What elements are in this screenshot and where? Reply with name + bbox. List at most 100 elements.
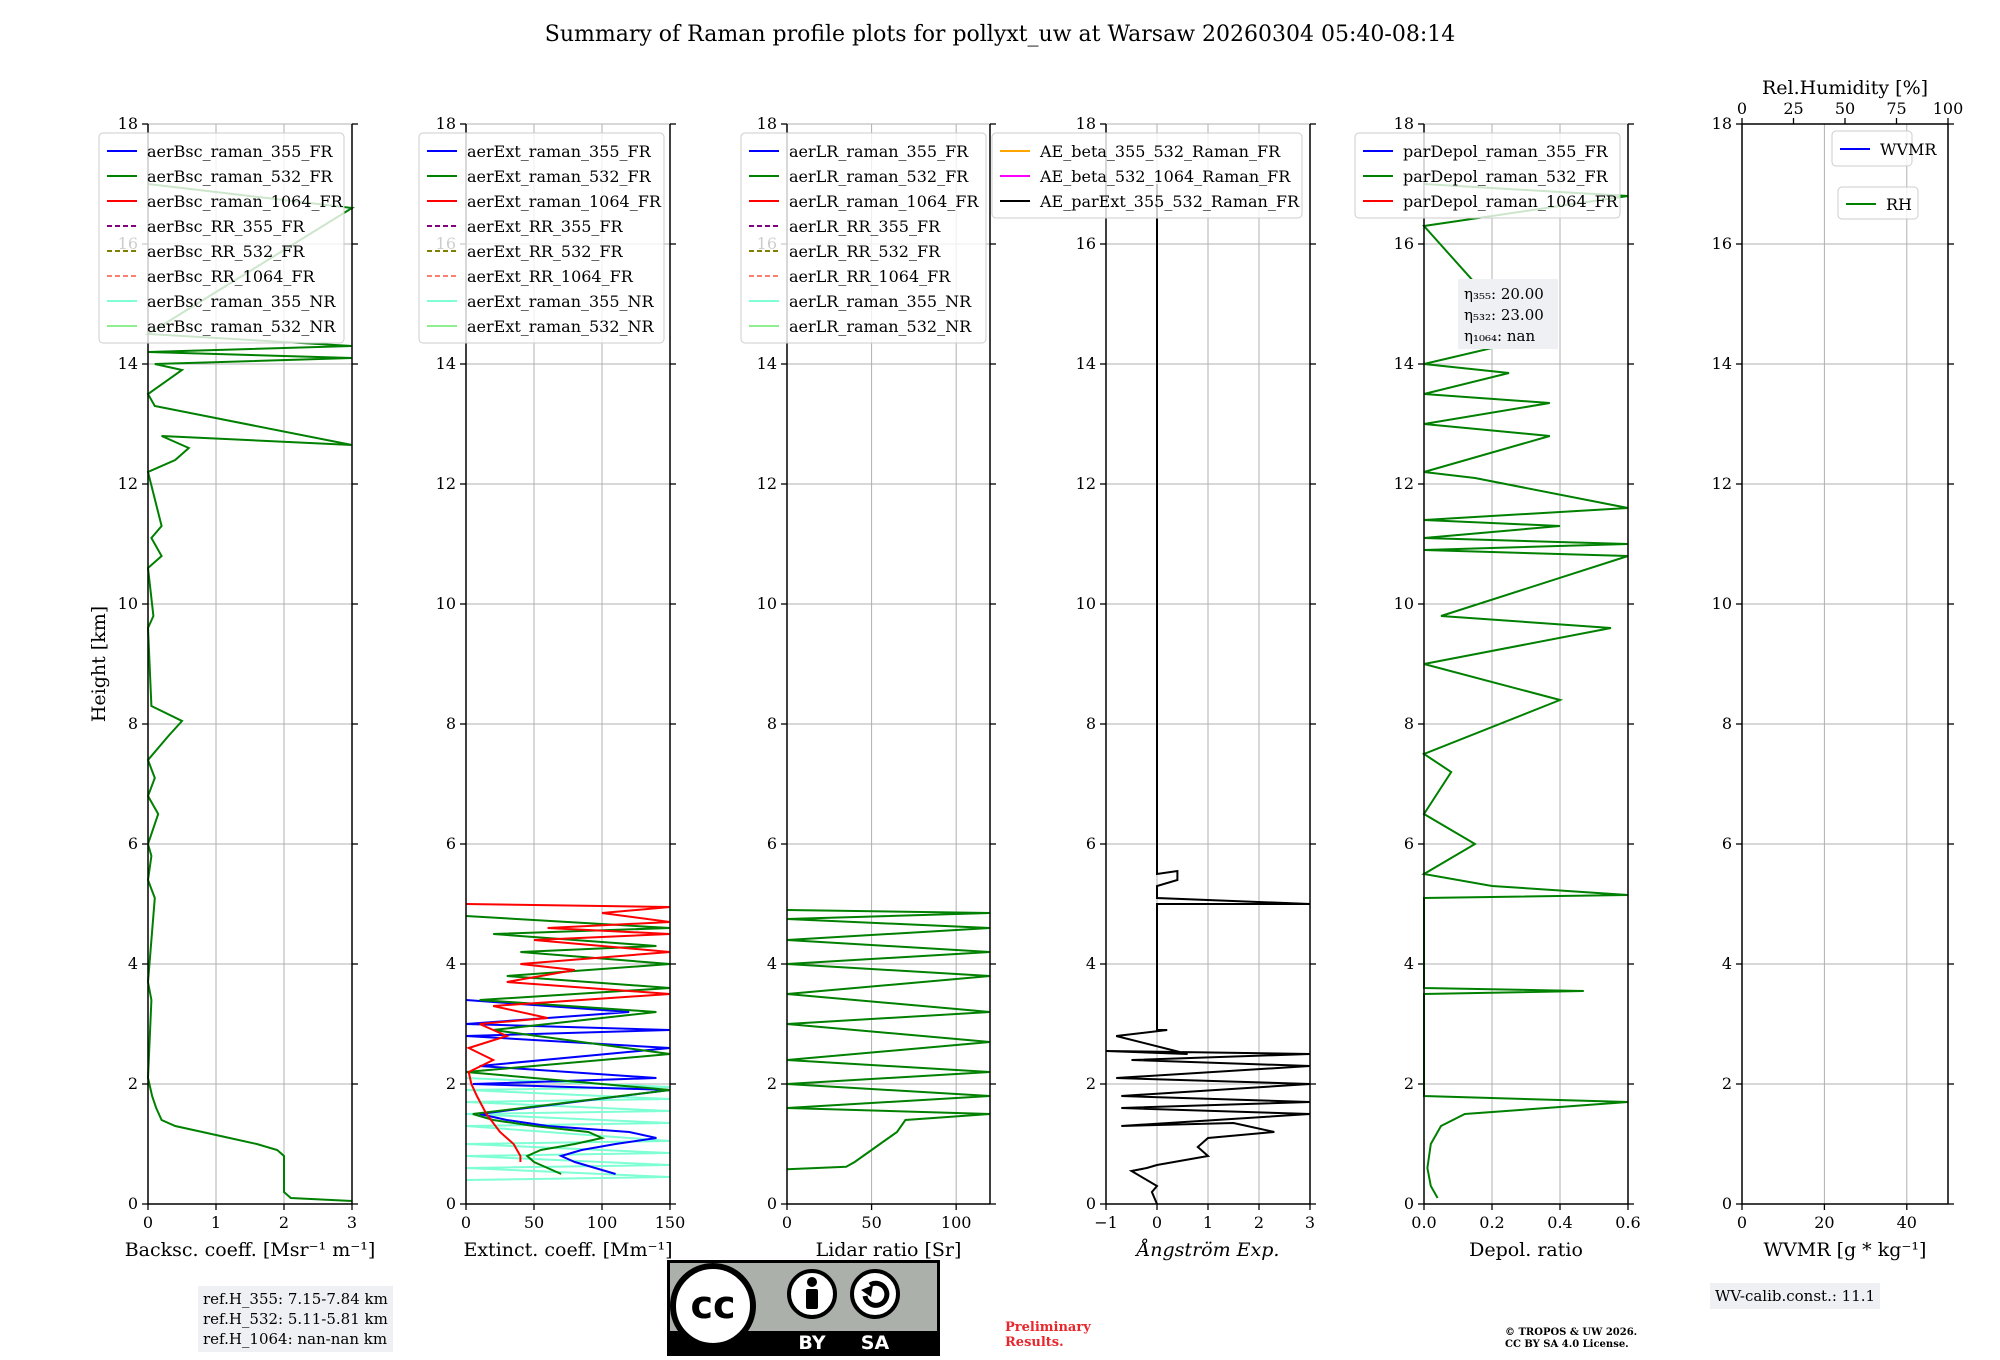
sa-label: SA bbox=[861, 1332, 890, 1354]
y-tick-label: 2 bbox=[1086, 1074, 1096, 1093]
legend-label: AE_parExt_355_532_Raman_FR bbox=[1039, 192, 1300, 211]
legend-label: parDepol_raman_355_FR bbox=[1403, 142, 1609, 161]
y-tick-label: 2 bbox=[446, 1074, 456, 1093]
legend-box bbox=[991, 132, 1303, 219]
legend-box bbox=[740, 132, 987, 344]
x-axis-label: WVMR [g * kg⁻¹] bbox=[1764, 1239, 1927, 1261]
eta-annotation-box bbox=[1458, 279, 1558, 349]
x-tick-label: 40 bbox=[1897, 1213, 1917, 1232]
copyright-line-2: CC BY SA 4.0 License. bbox=[1505, 1339, 1629, 1350]
x-tick-label: 3 bbox=[347, 1213, 357, 1232]
series-aerLR_raman_532_FR bbox=[786, 909, 991, 1171]
legend-label: AE_beta_532_1064_Raman_FR bbox=[1039, 167, 1291, 186]
y-tick-label: 18 bbox=[1712, 114, 1732, 133]
x-tick-label: 100 bbox=[587, 1213, 618, 1232]
y-tick-label: 10 bbox=[1076, 594, 1096, 613]
y-tick-label: 10 bbox=[1712, 594, 1732, 613]
legend-label: aerLR_raman_1064_FR bbox=[789, 192, 979, 211]
top-x-tick-label: 75 bbox=[1886, 99, 1906, 118]
y-tick-label: 12 bbox=[1712, 474, 1732, 493]
y-tick-label: 6 bbox=[1086, 834, 1096, 853]
legend-label: aerLR_raman_532_NR bbox=[789, 317, 972, 336]
x-tick-label: 0 bbox=[1737, 1213, 1747, 1232]
top-x-axis-label: Rel.Humidity [%] bbox=[1762, 77, 1928, 99]
y-tick-label: 10 bbox=[118, 594, 138, 613]
x-axis-label: Ångström Exp. bbox=[1135, 1239, 1280, 1261]
eta-annotation-line: η₅₃₂: 23.00 bbox=[1464, 306, 1544, 324]
x-tick-label: 2 bbox=[279, 1213, 289, 1232]
y-tick-label: 10 bbox=[757, 594, 777, 613]
preliminary-note: Preliminary Results. bbox=[1005, 1320, 1091, 1350]
panel-5: 0 2 4 6 8 10 12 14 16 18 0.0 0.2 0.4 0.6 Depol. ratio p… bbox=[1354, 114, 1641, 1261]
y-tick-label: 0 bbox=[1404, 1194, 1414, 1213]
x-tick-label: 1 bbox=[1203, 1213, 1213, 1232]
legend-label: aerExt_raman_355_NR bbox=[467, 292, 655, 311]
legend-label: aerLR_raman_355_NR bbox=[789, 292, 972, 311]
x-tick-label: 100 bbox=[941, 1213, 972, 1232]
y-tick-label: 8 bbox=[1086, 714, 1096, 733]
series-AE_parExt_355_532_Raman_FR bbox=[1105, 184, 1311, 1205]
legend-box bbox=[1354, 132, 1621, 219]
y-tick-label: 4 bbox=[128, 954, 138, 973]
y-tick-label: 2 bbox=[767, 1074, 777, 1093]
y-tick-label: 6 bbox=[1404, 834, 1414, 853]
legend-label: aerLR_RR_1064_FR bbox=[789, 267, 951, 286]
y-tick-label: 18 bbox=[118, 114, 138, 133]
y-tick-label: 4 bbox=[1086, 954, 1096, 973]
x-axis-label: Lidar ratio [Sr] bbox=[816, 1239, 962, 1261]
legend-label: aerBsc_raman_355_NR bbox=[147, 292, 336, 311]
y-tick-label: 0 bbox=[1086, 1194, 1096, 1213]
x-tick-label: 150 bbox=[655, 1213, 686, 1232]
x-tick-label: 0 bbox=[143, 1213, 153, 1232]
by-label: BY bbox=[798, 1332, 825, 1354]
y-tick-label: 10 bbox=[436, 594, 456, 613]
panel-2: 024681012141618050100150Extinct. coeff. … bbox=[418, 114, 686, 1261]
y-tick-label: 6 bbox=[128, 834, 138, 853]
reference-height-box: ref.H_355: 7.15-7.84 km ref.H_532: 5.11-… bbox=[198, 1286, 393, 1352]
top-x-tick-label: 25 bbox=[1783, 99, 1803, 118]
x-tick-label: 0.4 bbox=[1547, 1213, 1572, 1232]
legend-label: aerExt_raman_532_NR bbox=[467, 317, 655, 336]
x-tick-label: 3 bbox=[1305, 1213, 1315, 1232]
x-axis-label: Extinct. coeff. [Mm⁻¹] bbox=[463, 1239, 672, 1261]
legend: aerLR_raman_355_FR aerLR_raman_532_FR aerL… bbox=[740, 132, 987, 344]
legend-label: aerBsc_raman_532_FR bbox=[147, 167, 333, 186]
y-tick-label: 14 bbox=[1076, 354, 1096, 373]
x-tick-label: 0.0 bbox=[1411, 1213, 1436, 1232]
y-tick-label: 8 bbox=[446, 714, 456, 733]
y-tick-label: 6 bbox=[1722, 834, 1732, 853]
refh-1064-text: ref.H_1064: nan-nan km bbox=[203, 1330, 388, 1348]
legend-label: aerLR_raman_532_FR bbox=[789, 167, 969, 186]
refh-355-text: ref.H_355: 7.15-7.84 km bbox=[203, 1290, 388, 1308]
y-tick-label: 0 bbox=[767, 1194, 777, 1213]
legend-box bbox=[1837, 186, 1919, 220]
y-tick-label: 0 bbox=[446, 1194, 456, 1213]
y-tick-label: 8 bbox=[1722, 714, 1732, 733]
x-tick-label: 50 bbox=[861, 1213, 881, 1232]
y-tick-label: 2 bbox=[1722, 1074, 1732, 1093]
y-tick-label: 14 bbox=[436, 354, 456, 373]
eta-annotation-line: η₃₅₅: 20.00 bbox=[1464, 285, 1544, 303]
legend: parDepol_raman_355_FR parDepol_raman_532_… bbox=[1354, 132, 1621, 219]
x-tick-label: 0 bbox=[461, 1213, 471, 1232]
legend-label: aerBsc_RR_1064_FR bbox=[147, 267, 316, 286]
panel-6: 0 2 4 6 8 10 12 14 16 18 0 20 40 WVMR [g * kg⁻¹] 0 25 50… bbox=[1712, 77, 1964, 1261]
x-tick-label: 50 bbox=[524, 1213, 544, 1232]
y-tick-label: 10 bbox=[1394, 594, 1414, 613]
y-tick-label: 12 bbox=[1076, 474, 1096, 493]
preliminary-line-1: Preliminary bbox=[1005, 1320, 1091, 1335]
y-tick-label: 8 bbox=[128, 714, 138, 733]
y-tick-label: 18 bbox=[1076, 114, 1096, 133]
legend-label: aerExt_raman_355_FR bbox=[467, 142, 652, 161]
y-tick-label: 4 bbox=[1404, 954, 1414, 973]
y-tick-label: 4 bbox=[1722, 954, 1732, 973]
x-tick-label: 2 bbox=[1254, 1213, 1264, 1232]
legend-label: aerLR_RR_355_FR bbox=[789, 217, 941, 236]
legend-label: aerExt_raman_532_FR bbox=[467, 167, 652, 186]
legend-label: aerExt_RR_1064_FR bbox=[467, 267, 634, 286]
eta-annotation-line: η₁₀₆₄: nan bbox=[1464, 327, 1535, 345]
refh-532-text: ref.H_532: 5.11-5.81 km bbox=[203, 1310, 388, 1328]
y-tick-label: 14 bbox=[1394, 354, 1414, 373]
